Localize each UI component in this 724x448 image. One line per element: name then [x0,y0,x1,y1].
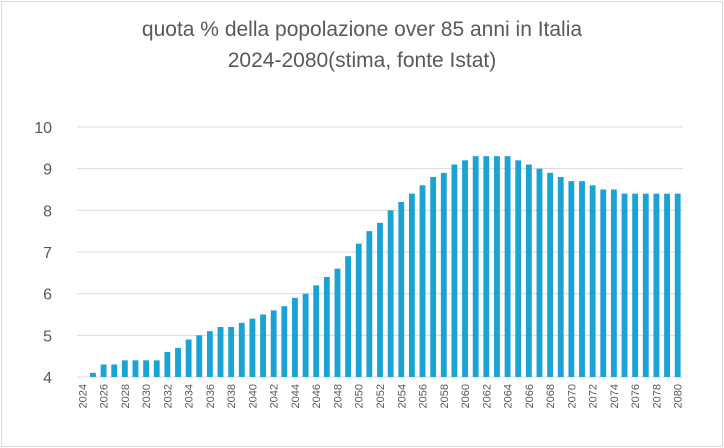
y-tick-label: 4 [43,370,52,387]
x-tick-label: 2050 [354,384,366,408]
bar-2078 [653,193,660,377]
bar-2026 [100,364,107,377]
bar-2052 [377,222,383,377]
bar-2075 [621,193,628,377]
bar-2077 [642,193,649,377]
bar-2073 [600,189,607,377]
bar-2043 [281,306,288,377]
y-tick-label: 7 [43,245,52,262]
bar-2068 [547,172,554,377]
x-tick-label: 2074 [609,384,621,408]
y-tick-label: 8 [43,203,52,220]
y-tick-label: 9 [43,162,52,179]
x-tick-label: 2080 [673,384,685,408]
bar-2047 [323,277,330,377]
bar-2040 [249,318,256,377]
bar-2038 [228,327,235,377]
bar-2029 [132,360,139,377]
bar-2035 [196,335,203,377]
bar-2050 [355,243,362,377]
bar-2080 [674,193,681,377]
x-tick-label: 2076 [630,384,642,408]
bar-2058 [440,172,447,377]
bar-2036 [206,331,213,377]
bar-2069 [557,177,564,377]
x-tick-label: 2042 [269,384,281,408]
bar-2046 [313,285,320,377]
bar-2034 [185,339,192,377]
bar-2053 [387,210,394,377]
bar-2054 [398,202,405,377]
x-tick-label: 2034 [184,384,196,408]
bar-2039 [238,322,245,377]
bar-2072 [589,185,596,377]
x-tick-label: 2038 [226,384,238,408]
x-tick-label: 2066 [524,384,536,408]
x-tick-label: 2060 [460,384,472,408]
x-tick-label: 2036 [205,384,217,408]
bar-2061 [472,156,479,377]
x-tick-label: 2046 [311,384,323,408]
chart-subtitle: 2024-2080(stima, fonte Istat) [227,49,497,72]
y-tick-label: 5 [43,328,52,345]
x-tick-label: 2078 [651,384,663,408]
x-tick-label: 2044 [290,384,302,408]
bar-2059 [451,164,458,377]
x-tick-label: 2068 [545,384,557,408]
x-tick-label: 2062 [481,384,493,408]
x-tick-label: 2052 [375,384,387,408]
x-tick-label: 2072 [588,384,600,408]
x-tick-label: 2058 [439,384,451,408]
chart-title-block: quota % della popolazione over 85 anni i… [0,14,724,76]
bar-2055 [408,193,415,377]
bar-2056 [419,185,426,377]
bar-2057 [430,177,437,377]
x-tick-label: 2064 [503,384,515,408]
bar-2037 [217,327,224,377]
bar-2079 [664,193,670,377]
x-tick-label: 2056 [418,384,430,408]
x-tick-label: 2026 [99,384,111,408]
x-tick-label: 2048 [332,384,344,408]
bar-2044 [292,297,298,377]
bar-2066 [525,164,532,377]
bar-2074 [610,189,617,377]
bar-2051 [366,231,373,377]
chart-title: quota % della popolazione over 85 anni i… [141,18,583,41]
bar-2065 [515,160,522,377]
bar-2033 [175,347,181,377]
bar-2062 [483,156,490,377]
x-tick-label: 2032 [162,384,174,408]
bar-2064 [504,156,511,377]
bar-2045 [302,293,309,377]
x-tick-label: 2054 [396,384,408,408]
bar-2025 [90,372,96,377]
x-tick-label: 2030 [141,384,153,408]
bar-2063 [494,156,500,377]
bar-2060 [462,160,468,377]
x-tick-label: 2040 [247,384,259,408]
y-tick-label: 10 [34,120,52,137]
bar-2027 [111,364,118,377]
y-tick-label: 6 [43,287,52,304]
bar-2049 [345,256,352,377]
bar-2042 [270,310,277,377]
bar-2032 [164,352,171,377]
x-tick-label: 2028 [120,384,132,408]
bar-2048 [334,268,341,377]
bar-2070 [568,181,575,377]
bar-2031 [153,360,160,377]
bar-2067 [536,168,543,377]
x-tick-label: 2070 [566,384,578,408]
bar-2028 [121,360,128,377]
bar-2071 [579,181,585,377]
bar-2030 [143,360,150,377]
x-tick-label: 2024 [77,384,89,408]
bar-2041 [260,314,266,377]
bar-2076 [632,193,639,377]
